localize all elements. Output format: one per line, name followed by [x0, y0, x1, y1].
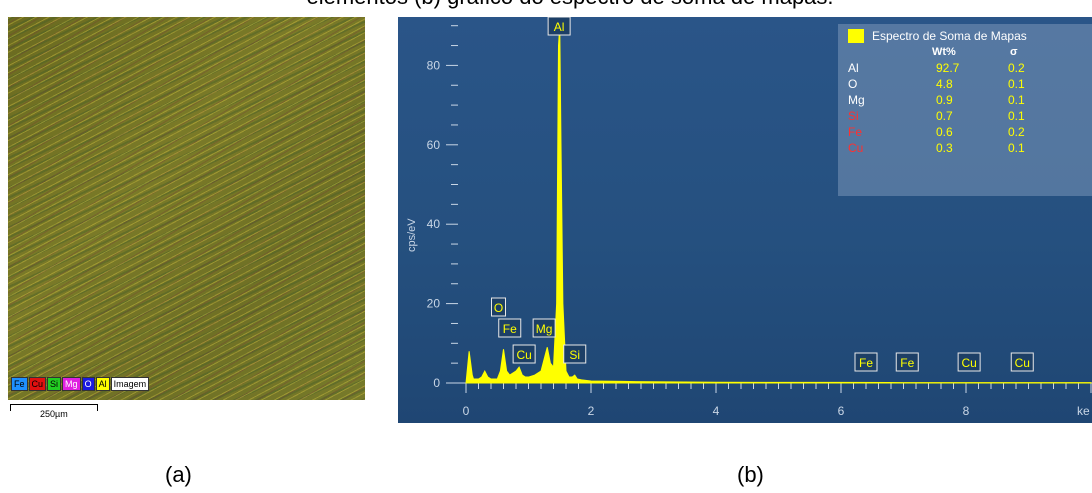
quant-row-cu: Cu 0.3 0.1: [848, 141, 1088, 157]
y-tick-label: 60: [427, 138, 441, 152]
peak-label-box: [498, 318, 522, 338]
element-map-image: [8, 17, 365, 400]
eds-spectrum-chart: 0 20 40 60 80 cps/eV 0 2 4 6 8 ke Al O Fe Cu Mg Si Fe Fe Cu C…: [398, 17, 1092, 423]
peak-label-cu: Cu: [961, 356, 976, 370]
quant-wt-value: 0.7: [936, 109, 953, 123]
scale-bar: [10, 404, 98, 411]
quant-sigma-value: 0.1: [1008, 77, 1025, 91]
spectrum-series: [465, 25, 1092, 384]
quant-table-title: Espectro de Soma de Mapas: [872, 29, 1027, 43]
quant-wt-value: 92.7: [936, 61, 960, 75]
peak-label-box: [547, 17, 571, 36]
legend-chip-si: Si: [47, 377, 62, 391]
panel-label-b: (b): [737, 462, 764, 487]
quant-sigma-value: 0.2: [1008, 61, 1025, 75]
peak-label-box: [491, 297, 506, 317]
quant-wt-value: 0.6: [936, 125, 953, 139]
y-axis-title: cps/eV: [406, 218, 418, 252]
y-tick-label: 80: [427, 58, 441, 72]
legend-chip-o: O: [81, 377, 95, 391]
quant-row-fe: Fe 0.6 0.2: [848, 125, 1088, 141]
peak-label-fe: Fe: [503, 322, 517, 336]
quant-wt-value: 0.9: [936, 93, 953, 107]
column-header-wt: Wt%: [932, 46, 956, 58]
peak-label-fe: Fe: [900, 356, 914, 370]
quant-element: O: [848, 77, 858, 91]
quant-element: Fe: [848, 125, 863, 139]
legend-chip-image: Imagem: [110, 377, 150, 391]
peak-label-cu: Cu: [1015, 356, 1030, 370]
legend-chip-mg: Mg: [62, 377, 81, 391]
quant-sigma-value: 0.1: [1008, 93, 1025, 107]
peak-label-al: Al: [554, 20, 565, 34]
scale-bar-label: 250µm: [40, 409, 68, 419]
x-tick-label: 8: [963, 404, 970, 418]
quant-sigma-value: 0.2: [1008, 125, 1025, 139]
quant-row-si: Si 0.7 0.1: [848, 109, 1088, 125]
spectrum-color-swatch: [848, 29, 864, 43]
column-header-sigma: σ: [1010, 46, 1018, 58]
quant-sigma-value: 0.1: [1008, 141, 1025, 155]
quant-wt-value: 0.3: [936, 141, 953, 155]
peak-label-box: [854, 352, 878, 372]
quant-row-mg: Mg 0.9 0.1: [848, 93, 1088, 109]
y-tick-label: 20: [427, 297, 441, 311]
peak-label-o: O: [494, 301, 503, 315]
peak-label-box: [563, 344, 587, 364]
quant-element: Al: [848, 61, 859, 75]
peak-label-fe: Fe: [859, 356, 873, 370]
quant-sigma-value: 0.1: [1008, 109, 1025, 123]
figure-caption: elementos (b) gráfico do espectro de som…: [120, 0, 1020, 10]
peak-label-si: Si: [569, 348, 580, 362]
peak-label-box: [532, 318, 556, 338]
peak-label-box: [895, 352, 919, 372]
quant-row-o: O 4.8 0.1: [848, 77, 1088, 93]
quant-row-al: Al 92.7 0.2: [848, 61, 1088, 77]
peak-label-cu: Cu: [516, 348, 531, 362]
x-tick-label: 0: [463, 404, 470, 418]
peak-label-box: [1010, 352, 1034, 372]
element-color-legend: Fe Cu Si Mg O Al Imagem: [11, 377, 150, 391]
peak-label-box: [512, 344, 536, 364]
legend-chip-fe: Fe: [11, 377, 28, 391]
x-tick-label: 2: [588, 404, 595, 418]
panel-label-a: (a): [165, 462, 192, 487]
x-tick-label: 4: [713, 404, 720, 418]
legend-chip-al: Al: [95, 377, 110, 391]
quant-element: Cu: [848, 141, 864, 155]
peak-label-box: [957, 352, 981, 372]
y-tick-label: 40: [427, 217, 441, 231]
x-tick-label: 6: [838, 404, 845, 418]
quant-element: Mg: [848, 93, 865, 107]
peak-label-mg: Mg: [536, 322, 553, 336]
quant-element: Si: [848, 109, 859, 123]
legend-chip-cu: Cu: [28, 377, 47, 391]
quant-wt-value: 4.8: [936, 77, 953, 91]
x-axis-unit: ke: [1077, 404, 1090, 418]
y-tick-label: 0: [433, 376, 440, 390]
quantification-table: Espectro de Soma de Mapas Wt% σ Al 92.7 0.…: [838, 24, 1092, 196]
